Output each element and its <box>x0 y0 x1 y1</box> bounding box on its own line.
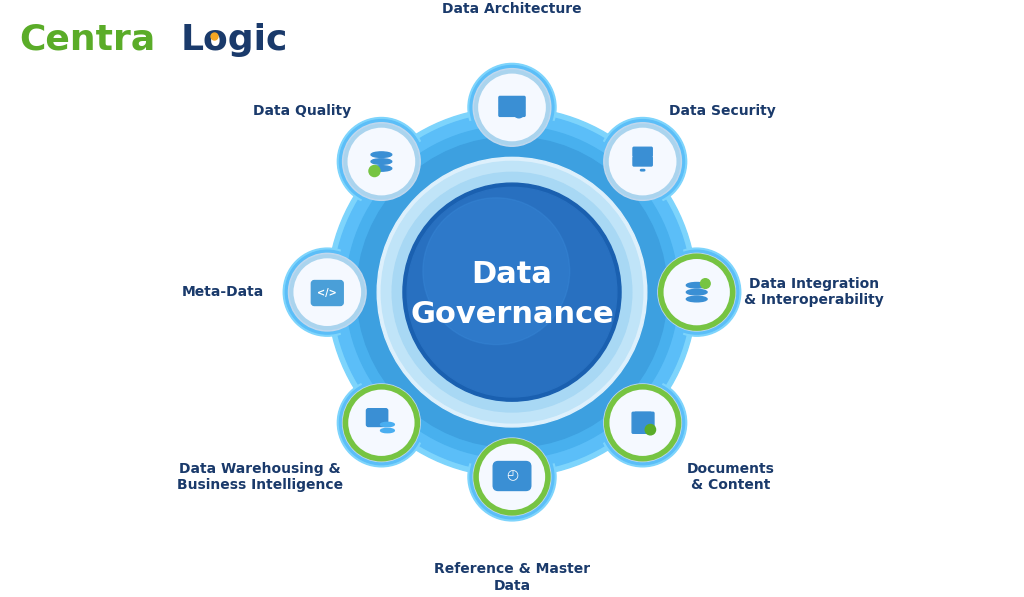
Circle shape <box>392 173 632 412</box>
Circle shape <box>381 161 643 423</box>
FancyBboxPatch shape <box>311 281 343 306</box>
Circle shape <box>348 389 415 456</box>
Circle shape <box>343 123 420 201</box>
Circle shape <box>340 121 684 464</box>
Ellipse shape <box>686 296 707 302</box>
Text: Data: Data <box>472 260 552 289</box>
FancyBboxPatch shape <box>632 413 651 433</box>
Circle shape <box>345 125 418 198</box>
Text: Data Warehousing &
Business Intelligence: Data Warehousing & Business Intelligence <box>177 462 343 493</box>
Circle shape <box>609 128 676 195</box>
Circle shape <box>339 119 423 204</box>
Circle shape <box>292 256 364 328</box>
Text: Meta-Data: Meta-Data <box>181 285 263 299</box>
Circle shape <box>601 119 685 204</box>
FancyBboxPatch shape <box>633 157 652 166</box>
Circle shape <box>604 384 681 461</box>
FancyBboxPatch shape <box>635 413 654 433</box>
Circle shape <box>473 69 551 146</box>
Text: Centra: Centra <box>18 23 155 57</box>
Ellipse shape <box>371 152 392 158</box>
Text: Documents
& Content: Documents & Content <box>687 462 774 493</box>
Circle shape <box>473 438 551 516</box>
Circle shape <box>606 387 679 458</box>
Circle shape <box>476 441 548 513</box>
FancyBboxPatch shape <box>494 461 530 491</box>
Circle shape <box>645 424 655 435</box>
Circle shape <box>601 381 685 464</box>
Circle shape <box>657 253 735 331</box>
Circle shape <box>478 74 546 141</box>
FancyBboxPatch shape <box>633 147 652 156</box>
Circle shape <box>349 130 675 455</box>
Circle shape <box>369 165 380 177</box>
Text: Data Integration
& Interoperability: Data Integration & Interoperability <box>744 277 884 307</box>
Circle shape <box>664 259 730 326</box>
Circle shape <box>346 126 678 458</box>
Circle shape <box>377 158 647 427</box>
Circle shape <box>468 63 556 152</box>
Circle shape <box>339 381 423 464</box>
Circle shape <box>599 378 687 467</box>
Circle shape <box>654 250 738 334</box>
Ellipse shape <box>381 422 394 427</box>
Circle shape <box>660 256 732 328</box>
Circle shape <box>652 248 740 336</box>
FancyBboxPatch shape <box>499 103 525 110</box>
Circle shape <box>348 128 415 195</box>
FancyBboxPatch shape <box>499 110 525 116</box>
Circle shape <box>284 248 372 336</box>
Text: ◴: ◴ <box>506 468 518 482</box>
Circle shape <box>289 253 367 331</box>
FancyBboxPatch shape <box>367 409 388 426</box>
Text: Data Architecture: Data Architecture <box>442 2 582 16</box>
Text: Governance: Governance <box>411 300 613 328</box>
Circle shape <box>514 107 524 118</box>
Circle shape <box>606 125 679 198</box>
Circle shape <box>423 198 569 344</box>
Ellipse shape <box>381 429 394 433</box>
Circle shape <box>476 72 548 143</box>
Ellipse shape <box>371 159 392 164</box>
FancyBboxPatch shape <box>499 97 525 103</box>
Circle shape <box>470 66 554 149</box>
Ellipse shape <box>686 290 707 295</box>
Circle shape <box>337 378 425 467</box>
Circle shape <box>470 435 554 519</box>
Circle shape <box>337 118 425 205</box>
Circle shape <box>356 137 668 447</box>
Circle shape <box>345 387 418 458</box>
Circle shape <box>286 250 370 334</box>
Circle shape <box>403 183 621 401</box>
Circle shape <box>343 384 420 461</box>
Ellipse shape <box>371 166 392 171</box>
Text: Data Quality: Data Quality <box>253 104 351 118</box>
Circle shape <box>328 107 696 477</box>
Circle shape <box>599 118 687 205</box>
Circle shape <box>333 113 691 471</box>
Circle shape <box>468 433 556 521</box>
Text: Logic: Logic <box>180 23 288 57</box>
Circle shape <box>294 259 360 326</box>
Circle shape <box>609 389 676 456</box>
Circle shape <box>408 187 616 397</box>
Text: </>: </> <box>317 288 337 298</box>
Text: Reference & Master
Data: Reference & Master Data <box>434 562 590 593</box>
Circle shape <box>700 279 711 288</box>
Ellipse shape <box>686 282 707 288</box>
Circle shape <box>604 123 681 201</box>
Text: Data Security: Data Security <box>669 104 775 118</box>
Circle shape <box>337 116 687 467</box>
Circle shape <box>478 444 546 510</box>
